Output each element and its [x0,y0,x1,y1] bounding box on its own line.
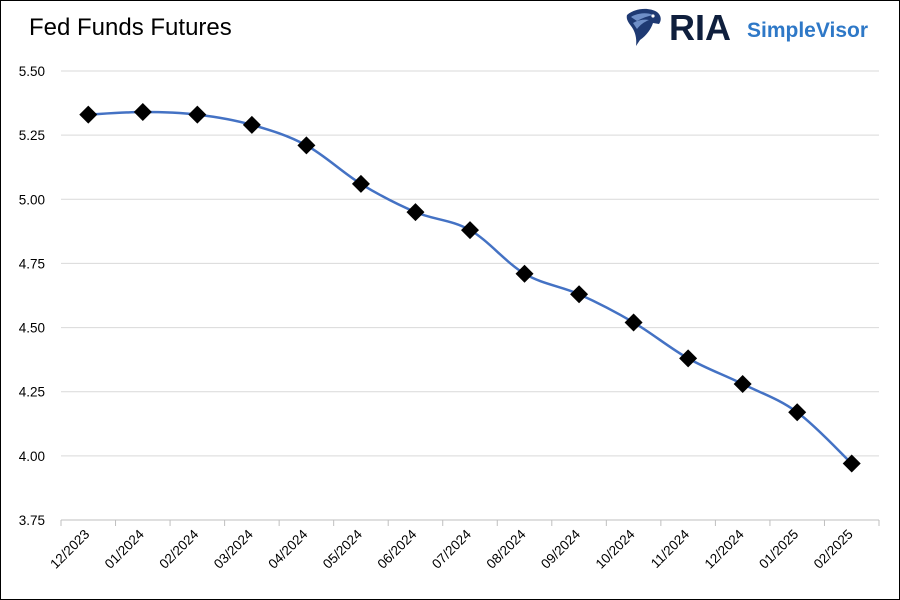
data-point-marker [733,375,752,394]
x-tick-label: 12/2024 [702,526,747,571]
x-tick-label: 01/2025 [756,527,801,572]
y-tick-label: 5.25 [19,128,45,143]
data-point-marker [188,105,207,124]
x-tick-label: 02/2024 [156,526,201,571]
y-tick-label: 4.25 [19,385,45,400]
series-line [88,110,853,465]
data-point-marker [351,174,370,193]
series-line-path [88,110,853,465]
x-tick-label: 08/2024 [484,526,529,571]
y-tick-label: 4.50 [19,321,45,336]
data-point-marker [679,349,698,368]
y-tick-label: 4.75 [19,256,45,271]
x-tick-label: 06/2024 [374,526,419,571]
x-tick-label: 12/2023 [47,527,92,572]
y-tick-label: 5.50 [19,64,45,79]
data-point-marker [133,103,152,122]
data-point-marker [842,454,861,473]
y-axis-labels: 3.75 4.00 4.25 4.50 4.75 5.00 5.25 5.50 [19,64,45,528]
y-tick-label: 5.00 [19,192,45,207]
x-tick-label: 09/2024 [538,526,583,571]
logo-ria-text: RIA [669,7,731,48]
x-tick-label: 02/2025 [811,527,856,572]
data-point-marker [624,313,643,332]
data-point-marker [461,221,479,240]
gridlines [61,70,879,457]
data-point-marker [788,403,807,422]
x-tick-label: 10/2024 [593,526,638,571]
x-tick-label: 05/2024 [320,526,365,571]
data-point-marker [406,203,425,222]
x-axis: 12/2023 01/2024 02/2024 03/2024 04/2024 05/20… [47,519,880,572]
data-point-marker [79,105,98,124]
data-point-marker [242,115,261,134]
series-markers [79,103,861,473]
eagle-icon [626,8,661,46]
x-tick-label: 04/2024 [265,526,310,571]
x-tick-label: 03/2024 [211,526,256,571]
ria-simplevisor-logo: RIA SimpleVisor [626,7,868,48]
logo-simplevisor-text: SimpleVisor [747,19,868,42]
chart-title: Fed Funds Futures [29,14,232,41]
y-tick-label: 3.75 [19,513,45,528]
x-tick-label: 07/2024 [429,526,474,571]
y-tick-label: 4.00 [19,449,45,464]
data-point-marker [570,285,589,304]
data-point-marker [515,264,534,283]
x-tick-label: 11/2024 [648,526,693,571]
data-point-marker [297,136,316,155]
x-tick-label: 01/2024 [102,526,147,571]
